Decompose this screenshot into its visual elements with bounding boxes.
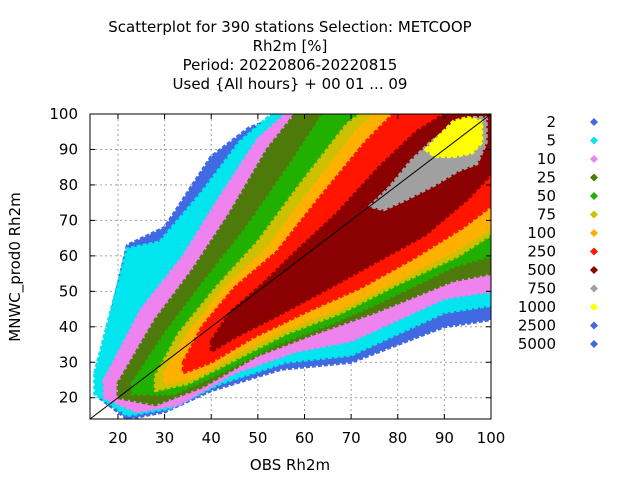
legend-marker-2 [590,118,598,126]
x-tick-label: 30 [155,429,174,447]
y-axis-label: MNWC_prod0 Rh2m [6,192,25,341]
legend-label-1000: 1000 [518,298,556,316]
legend-label-250: 250 [527,243,556,261]
legend-label-500: 500 [527,261,556,279]
legend-marker-750 [590,284,598,293]
legend-label-5: 5 [546,132,556,150]
x-tick-label: 80 [388,429,407,447]
legend-label-25: 25 [537,169,556,187]
legend-label-2500: 2500 [518,317,556,335]
y-tick-label: 70 [59,211,78,229]
x-axis-label: OBS Rh2m [250,456,330,474]
legend-label-10: 10 [537,150,556,168]
chart-title-line-2: Rh2m [%] [253,37,328,55]
density-band-1000 [424,116,484,159]
legend-label-5000: 5000 [518,335,556,353]
legend-label-2: 2 [546,113,556,131]
plot-frame [89,113,492,420]
legend-marker-1000 [590,303,598,311]
legend-marker-5000 [590,340,598,348]
x-tick-label: 70 [342,429,361,447]
y-tick-label: 90 [59,140,78,158]
legend-label-50: 50 [537,187,556,205]
x-tick-label: 90 [435,429,454,447]
y-tick-label: 80 [59,176,78,194]
y-tick-label: 20 [59,389,78,407]
legend-label-100: 100 [527,224,556,242]
y-tick-label: 100 [49,105,78,123]
legend-marker-75 [590,210,598,219]
x-tick-label: 60 [295,429,314,447]
legend-label-750: 750 [527,280,556,298]
chart-title-line-4: Used {All hours} + 00 01 ... 09 [173,75,408,93]
x-tick-label: 20 [108,429,127,447]
identity-line [90,114,491,419]
legend-label-75: 75 [537,206,556,224]
y-tick-label: 60 [59,247,78,265]
legend-marker-5 [590,136,598,145]
legend-marker-100 [590,229,598,237]
legend-marker-500 [590,266,598,274]
legend-marker-25 [590,173,598,182]
legend-marker-250 [590,247,598,256]
chart-title-line-3: Period: 20220806-20220815 [183,56,398,74]
axis-ticks: 20 30 40 50 60 70 80 90 100 20 30 40 50 60 70 80 90 100 [49,105,505,447]
legend-marker-2500 [590,321,598,330]
identity-line-group [90,114,491,419]
legend-marker-50 [590,192,598,200]
x-tick-label: 40 [202,429,221,447]
x-tick-label: 50 [248,429,267,447]
y-tick-label: 50 [59,282,78,300]
y-tick-label: 40 [59,318,78,336]
chart-title-line-1: Scatterplot for 390 stations Selection: … [108,18,471,36]
y-tick-label: 30 [59,353,78,371]
legend-marker-10 [590,155,598,163]
x-tick-label: 100 [477,429,506,447]
